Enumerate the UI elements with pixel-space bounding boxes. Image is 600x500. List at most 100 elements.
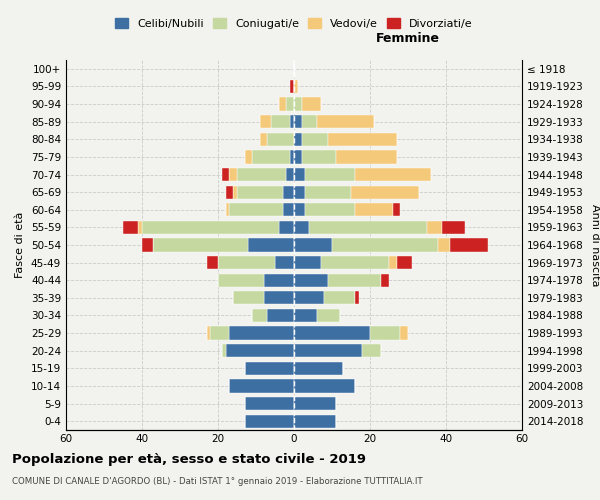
Bar	[245, 362, 294, 375]
Bar	[355, 168, 431, 181]
Bar	[237, 168, 286, 181]
Bar	[439, 238, 450, 252]
Bar	[237, 186, 283, 198]
Bar	[229, 380, 294, 392]
Bar	[268, 309, 294, 322]
Bar	[302, 150, 336, 164]
Bar	[328, 132, 397, 146]
Bar	[305, 186, 351, 198]
Bar	[294, 132, 302, 146]
Bar	[355, 291, 359, 304]
Bar	[427, 221, 442, 234]
Bar	[320, 256, 389, 269]
Bar	[286, 168, 294, 181]
Bar	[226, 186, 233, 198]
Bar	[222, 344, 226, 358]
Bar	[302, 115, 317, 128]
Bar	[336, 150, 397, 164]
Bar	[294, 397, 336, 410]
Bar	[442, 221, 465, 234]
Bar	[229, 203, 283, 216]
Bar	[294, 80, 298, 93]
Bar	[245, 150, 252, 164]
Bar	[290, 80, 294, 93]
Bar	[260, 132, 268, 146]
Bar	[294, 238, 332, 252]
Bar	[294, 326, 370, 340]
Bar	[229, 168, 237, 181]
Bar	[397, 256, 412, 269]
Bar	[218, 274, 263, 287]
Bar	[206, 326, 211, 340]
Bar	[245, 397, 294, 410]
Bar	[294, 150, 302, 164]
Bar	[211, 326, 229, 340]
Bar	[294, 274, 328, 287]
Y-axis label: Fasce di età: Fasce di età	[16, 212, 25, 278]
Bar	[245, 414, 294, 428]
Bar	[229, 326, 294, 340]
Bar	[351, 186, 419, 198]
Bar	[305, 168, 355, 181]
Bar	[218, 256, 275, 269]
Bar	[252, 309, 268, 322]
Text: Popolazione per età, sesso e stato civile - 2019: Popolazione per età, sesso e stato civil…	[12, 452, 366, 466]
Bar	[283, 186, 294, 198]
Bar	[294, 168, 305, 181]
Bar	[400, 326, 408, 340]
Text: Femmine: Femmine	[376, 32, 440, 45]
Bar	[294, 309, 317, 322]
Bar	[317, 115, 374, 128]
Bar	[362, 344, 382, 358]
Bar	[294, 380, 355, 392]
Bar	[305, 203, 355, 216]
Bar	[294, 186, 305, 198]
Bar	[233, 291, 263, 304]
Bar	[233, 186, 237, 198]
Bar	[294, 98, 302, 110]
Bar	[294, 115, 302, 128]
Bar	[279, 221, 294, 234]
Bar	[283, 203, 294, 216]
Bar	[294, 362, 343, 375]
Bar	[206, 256, 218, 269]
Bar	[263, 291, 294, 304]
Bar	[290, 115, 294, 128]
Bar	[226, 203, 229, 216]
Bar	[325, 291, 355, 304]
Bar	[154, 238, 248, 252]
Bar	[294, 344, 362, 358]
Legend: Celibi/Nubili, Coniugati/e, Vedovi/e, Divorziati/e: Celibi/Nubili, Coniugati/e, Vedovi/e, Di…	[111, 14, 477, 34]
Bar	[294, 221, 309, 234]
Bar	[389, 256, 397, 269]
Bar	[222, 168, 229, 181]
Bar	[123, 221, 138, 234]
Bar	[260, 115, 271, 128]
Bar	[382, 274, 389, 287]
Bar	[294, 256, 320, 269]
Bar	[302, 98, 320, 110]
Bar	[294, 291, 325, 304]
Bar	[263, 274, 294, 287]
Bar	[268, 132, 294, 146]
Bar	[450, 238, 488, 252]
Bar	[252, 150, 290, 164]
Bar	[271, 115, 290, 128]
Bar	[317, 309, 340, 322]
Bar	[138, 221, 142, 234]
Bar	[302, 132, 328, 146]
Bar	[294, 414, 336, 428]
Text: COMUNE DI CANALE D'AGORDO (BL) - Dati ISTAT 1° gennaio 2019 - Elaborazione TUTTI: COMUNE DI CANALE D'AGORDO (BL) - Dati IS…	[12, 478, 422, 486]
Bar	[290, 150, 294, 164]
Bar	[393, 203, 400, 216]
Bar	[370, 326, 400, 340]
Bar	[355, 203, 393, 216]
Bar	[294, 203, 305, 216]
Bar	[328, 274, 382, 287]
Bar	[248, 238, 294, 252]
Bar	[142, 238, 154, 252]
Bar	[332, 238, 439, 252]
Bar	[286, 98, 294, 110]
Bar	[309, 221, 427, 234]
Bar	[142, 221, 279, 234]
